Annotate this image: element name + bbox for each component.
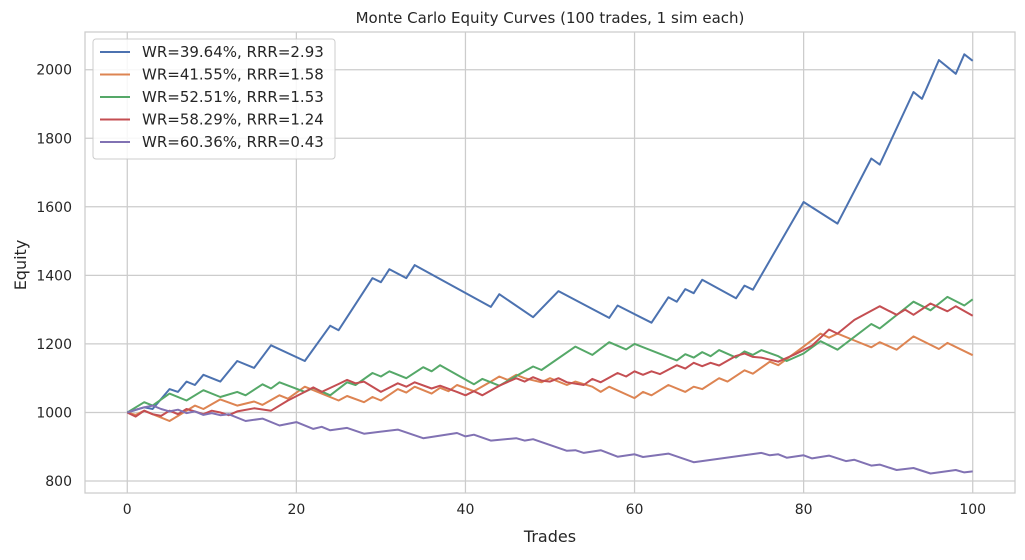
y-axis-label: Equity: [11, 240, 30, 291]
legend-item: WR=41.55%, RRR=1.58: [100, 66, 324, 84]
legend-label: WR=60.36%, RRR=0.43: [142, 133, 324, 151]
x-axis-label: Trades: [523, 527, 576, 546]
legend-label: WR=58.29%, RRR=1.24: [142, 111, 324, 129]
y-tick-label: 1200: [36, 337, 72, 353]
y-tick-label: 1000: [36, 405, 72, 421]
series-line-4: [126, 302, 974, 418]
x-tick-label: 100: [959, 502, 986, 518]
y-axis-ticks: 800 1000 1200 1400 1600 1800 2000: [36, 63, 72, 490]
chart-title: Monte Carlo Equity Curves (100 trades, 1…: [356, 9, 745, 27]
x-tick-label: 80: [795, 502, 813, 518]
y-tick-label: 1800: [36, 131, 72, 147]
series-line-3: [126, 295, 974, 414]
x-tick-label: 0: [123, 502, 132, 518]
legend-item: WR=60.36%, RRR=0.43: [100, 133, 324, 151]
legend-label: WR=52.51%, RRR=1.53: [142, 88, 324, 106]
legend-box: [92, 38, 336, 160]
x-axis-ticks: 0 20 40 60 80 100: [123, 502, 986, 518]
series-lines: [126, 53, 974, 475]
legend-label: WR=39.64%, RRR=2.93: [142, 43, 324, 61]
x-tick-label: 40: [457, 502, 475, 518]
series-line-1: [127, 53, 974, 414]
legend-item: WR=52.51%, RRR=1.53: [100, 88, 324, 106]
legend-label: WR=41.55%, RRR=1.58: [142, 66, 324, 84]
plot-area-frame: [84, 31, 1016, 494]
legend-item: WR=39.64%, RRR=2.93: [100, 43, 324, 61]
x-tick-label: 20: [287, 502, 305, 518]
series-line-5: [126, 404, 973, 475]
legend-item: WR=58.29%, RRR=1.24: [100, 111, 324, 129]
y-tick-label: 800: [45, 474, 72, 490]
y-tick-label: 1600: [36, 200, 72, 216]
legend: WR=39.64%, RRR=2.93 WR=41.55%, RRR=1.58 WR…: [92, 38, 336, 160]
y-tick-label: 1400: [36, 268, 72, 284]
x-tick-label: 60: [626, 502, 644, 518]
y-tick-label: 2000: [36, 63, 72, 79]
